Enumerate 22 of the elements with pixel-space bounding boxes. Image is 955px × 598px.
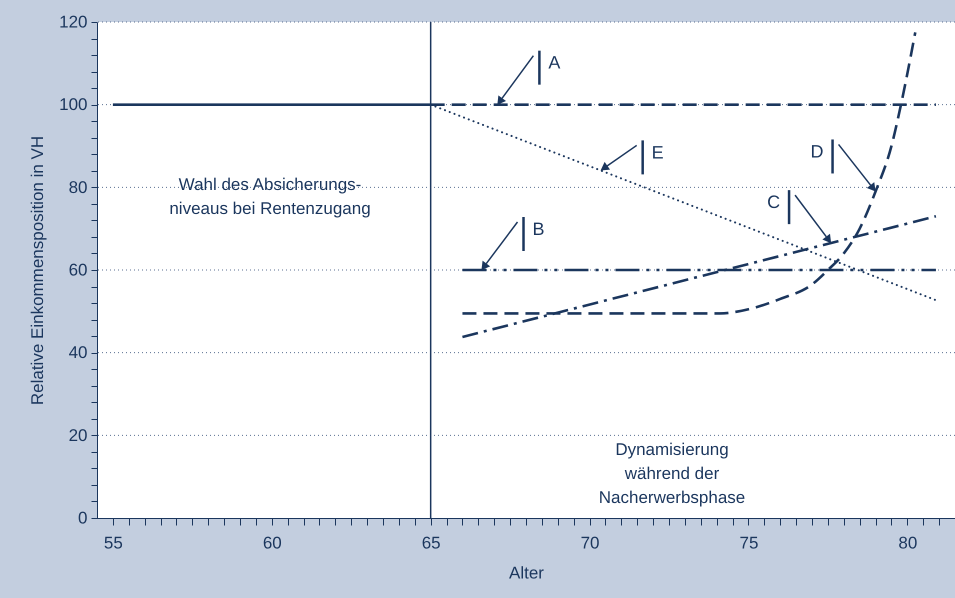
annotation: Dynamisierung während der Nacherwerbsphase (598, 440, 746, 507)
annotation: E (652, 142, 664, 162)
y-tick-label: 80 (68, 178, 88, 197)
x-tick-label: 80 (898, 534, 918, 552)
y-axis-title: Relative Einkommensposition in VH (28, 136, 48, 406)
x-tick-label: 70 (580, 534, 600, 552)
x-tick-label: 60 (262, 534, 282, 552)
annotation: B (532, 219, 545, 239)
y-tick-label: 120 (59, 12, 88, 32)
annotation: Wahl des Absicherungs- niveaus bei Rentenzugang (169, 175, 371, 218)
x-axis-title: Alter (509, 564, 544, 582)
y-tick-label: 20 (68, 426, 88, 445)
annotation: D (810, 141, 824, 162)
x-tick-label: 65 (422, 534, 441, 552)
y-tick-label: 40 (68, 343, 88, 362)
x-tick-label: 75 (739, 534, 758, 552)
y-tick-label: 100 (59, 95, 88, 114)
y-tick-label: 0 (78, 508, 88, 528)
annotation: C (767, 192, 780, 212)
x-tick-label: 55 (104, 534, 123, 552)
annotation: A (548, 52, 560, 73)
y-tick-label: 60 (68, 260, 88, 280)
